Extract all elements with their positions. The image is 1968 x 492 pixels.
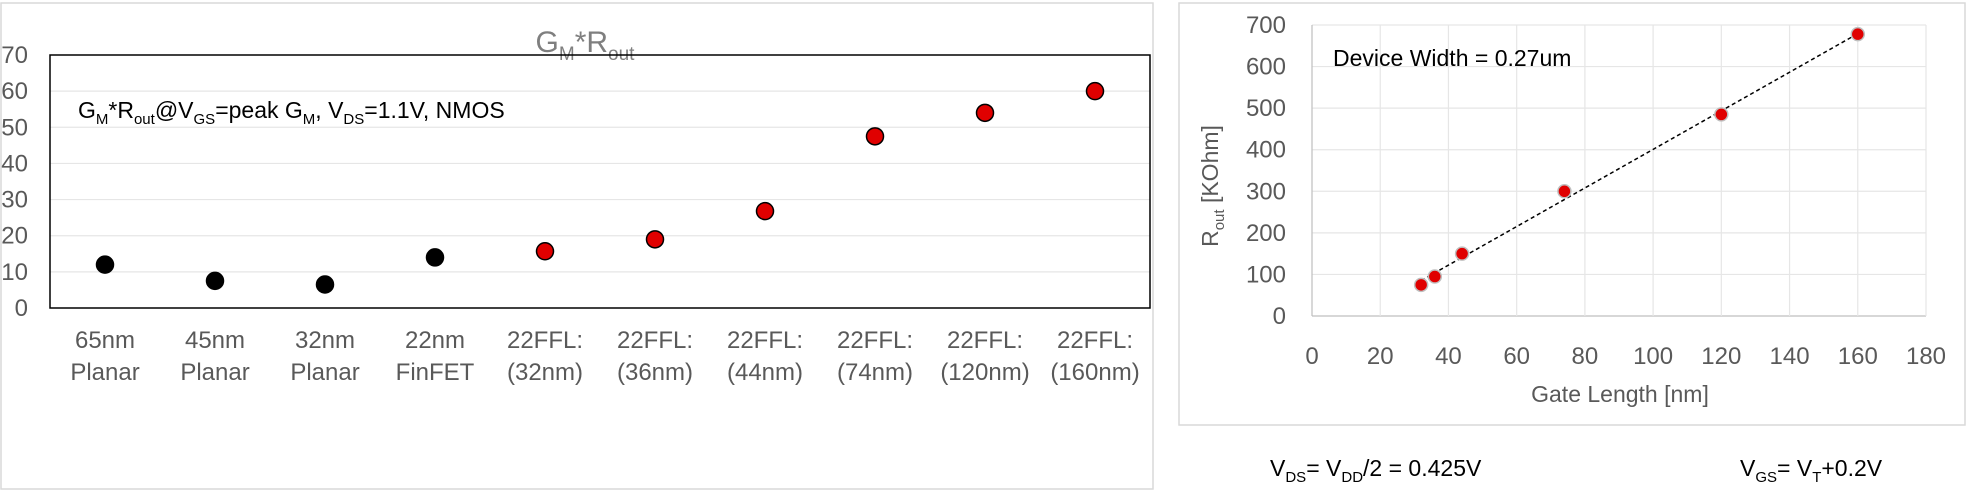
left-data-point (865, 127, 885, 146)
left-x-tick-label: 22nm (405, 327, 465, 354)
left-x-tick-label: 32nm (295, 327, 355, 354)
left-data-point (755, 201, 775, 221)
right-chart-area (1178, 2, 1966, 426)
left-y-tick-label: 10 (1, 259, 28, 286)
left-data-point (1085, 81, 1105, 101)
left-x-tick-label: (120nm) (940, 359, 1029, 386)
right-x-tick-label: 20 (1367, 343, 1394, 370)
left-y-tick-label: 30 (1, 187, 28, 214)
left-y-tick-label: 70 (1, 42, 28, 69)
left-data-point (315, 275, 335, 294)
left-data-point (205, 271, 225, 291)
left-y-tick-label: 60 (1, 78, 28, 105)
left-x-tick-label: Planar (180, 359, 249, 386)
left-data-point (535, 242, 555, 261)
left-x-tick-label: Planar (290, 359, 359, 386)
right-x-tick-label: 40 (1435, 343, 1462, 370)
left-x-tick-label: Planar (70, 359, 139, 386)
left-plot-area (49, 54, 1151, 309)
right-data-point (1454, 246, 1470, 261)
right-y-tick-label: 700 (1246, 12, 1286, 39)
footer-vds-condition: VDS= VDD/2 = 0.425V (1270, 455, 1482, 486)
left-data-point (975, 103, 995, 123)
right-data-point (1427, 269, 1443, 284)
right-data-point (1850, 26, 1866, 42)
right-x-tick-label: 140 (1770, 343, 1810, 370)
left-y-tick-label: 0 (15, 295, 28, 322)
left-x-tick-label: (74nm) (837, 359, 913, 386)
left-data-point (95, 255, 115, 274)
right-y-axis-title: Rout [KOhm] (1197, 125, 1228, 247)
left-y-tick-label: 40 (1, 150, 28, 177)
right-y-tick-label: 500 (1246, 95, 1286, 122)
right-annotation: Device Width = 0.27um (1333, 45, 1571, 71)
left-x-tick-label: 22FFL: (947, 327, 1023, 354)
left-x-tick-label: 45nm (185, 327, 245, 354)
right-x-tick-label: 60 (1503, 343, 1530, 370)
right-x-tick-label: 100 (1633, 343, 1673, 370)
right-data-point (1557, 184, 1572, 199)
right-data-point (1413, 277, 1429, 293)
footer-vgs-condition: VGS= VT+0.2V (1740, 455, 1883, 486)
right-data-point (1714, 107, 1729, 122)
right-x-tick-label: 120 (1701, 343, 1741, 370)
right-x-tick-label: 80 (1572, 343, 1599, 370)
right-x-tick-label: 0 (1305, 343, 1318, 370)
right-y-tick-label: 600 (1246, 54, 1286, 81)
right-x-tick-label: 160 (1838, 343, 1878, 370)
right-x-axis: 0 20 40 60 80 100 120 140 160 180 (1305, 343, 1946, 370)
right-y-tick-label: 200 (1246, 220, 1286, 247)
left-x-tick-label: 22FFL: (727, 327, 803, 354)
right-y-tick-label: 300 (1246, 178, 1286, 205)
left-x-tick-label: 22FFL: (617, 327, 693, 354)
right-y-axis: 0 100 200 300 400 500 600 700 (1246, 12, 1286, 330)
right-data-points (1413, 26, 1866, 293)
left-x-tick-label: (36nm) (617, 359, 693, 386)
left-data-point (425, 248, 445, 267)
left-x-tick-label: FinFET (396, 359, 475, 386)
right-gridlines (1311, 24, 1927, 317)
left-chart-area (0, 2, 1154, 490)
left-x-tick-label: 22FFL: (837, 327, 913, 354)
left-x-tick-label: 22FFL: (507, 327, 583, 354)
left-y-tick-label: 20 (1, 223, 28, 250)
left-y-tick-label: 50 (1, 114, 28, 141)
left-data-point (645, 230, 665, 249)
left-x-tick-label: (160nm) (1050, 359, 1139, 386)
right-y-tick-label: 100 (1246, 261, 1286, 288)
right-y-tick-label: 0 (1273, 303, 1286, 330)
left-gridlines (50, 90, 1150, 273)
left-x-tick-label: 22FFL: (1057, 327, 1133, 354)
left-y-axis: 0 10 20 30 40 50 60 70 (1, 42, 28, 322)
left-x-tick-label: 65nm (75, 327, 135, 354)
left-x-tick-label: (44nm) (727, 359, 803, 386)
right-x-axis-title: Gate Length [nm] (1531, 381, 1709, 407)
left-x-axis: 65nm Planar 45nm Planar 32nm Planar 22nm FinFET… (70, 327, 1139, 386)
left-data-points (95, 81, 1105, 294)
left-x-tick-label: (32nm) (507, 359, 583, 386)
right-y-tick-label: 400 (1246, 137, 1286, 164)
right-x-tick-label: 180 (1906, 343, 1946, 370)
left-annotation: GM*Rout@VGS=peak GM, VDS=1.1V, NMOS (78, 97, 505, 128)
